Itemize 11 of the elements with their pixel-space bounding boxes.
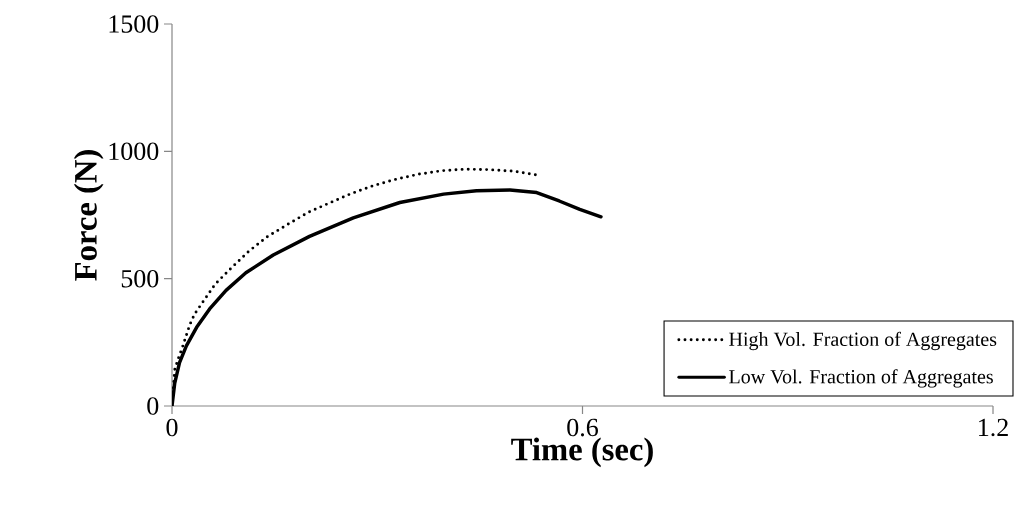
legend-label: High Vol. Fraction of Aggregates (729, 331, 997, 351)
y-axis-title: Force (N) (73, 150, 104, 281)
y-tick-label: 1000 (109, 142, 159, 161)
x-axis-title: Time (sec) (511, 437, 653, 468)
legend-label: Low Vol. Fraction of Aggregates (729, 369, 993, 388)
y-tick-label: 0 (147, 397, 159, 415)
x-tick-label: 0 (166, 418, 178, 437)
y-tick-label: 1500 (109, 15, 159, 33)
x-tick-label: 1.2 (979, 418, 1008, 437)
x-tick-label: 0.6 (567, 418, 598, 437)
y-tick-label: 500 (121, 269, 159, 288)
